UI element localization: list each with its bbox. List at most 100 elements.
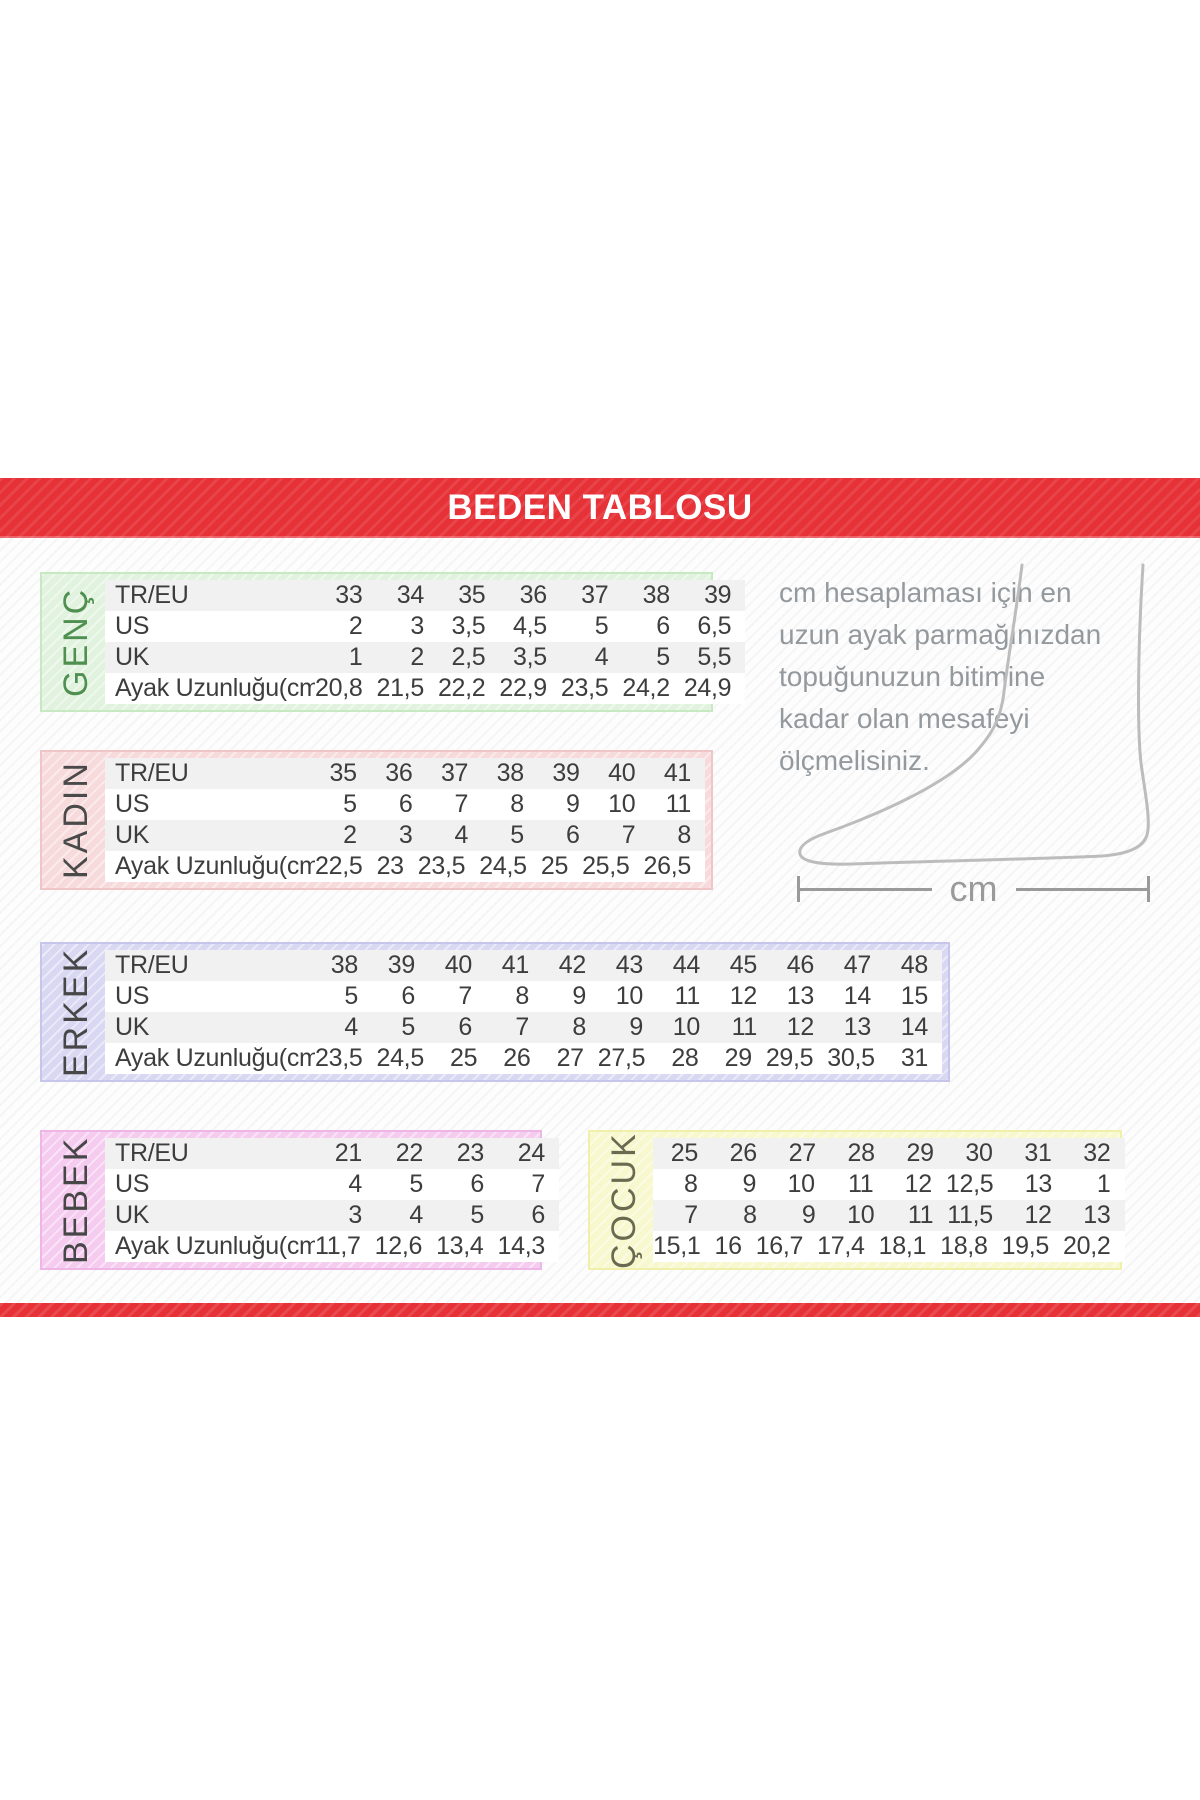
table-row: UK 3 4 5 6 xyxy=(105,1200,560,1231)
size-value-cell: 17,4 xyxy=(817,1232,865,1260)
row-label: UK xyxy=(115,821,150,849)
size-value-cell: 4,5 xyxy=(513,612,547,640)
size-value-cell: 44 xyxy=(672,951,701,979)
size-value-cell: 6 xyxy=(531,1201,545,1229)
size-value-cell: 9 xyxy=(801,1201,816,1229)
size-value-cell: 11 xyxy=(674,982,701,1010)
size-value-cell: 24,9 xyxy=(683,674,732,702)
size-value-cell: 6,5 xyxy=(697,612,732,640)
size-value-cell: 5 xyxy=(594,612,609,640)
size-value-cell: 12,6 xyxy=(374,1232,423,1260)
size-value-cell: 6 xyxy=(458,1013,472,1041)
size-value-cell: 4 xyxy=(344,1013,358,1041)
row-label: TR/EU xyxy=(115,581,189,609)
size-value-cell: 37 xyxy=(581,581,609,609)
size-value-cell: 5 xyxy=(344,982,358,1010)
size-value-cell: 40 xyxy=(608,759,636,787)
size-value-cell: 1 xyxy=(348,643,363,671)
page-title: BEDEN TABLOSU xyxy=(447,488,753,527)
size-value-cell: 16,7 xyxy=(755,1232,804,1260)
row-label: UK xyxy=(115,1013,150,1041)
table-row: TR/EU 35 36 37 38 39 40 41 xyxy=(105,758,705,789)
size-value-cell: 35 xyxy=(458,581,486,609)
size-value-cell: 7 xyxy=(458,982,472,1010)
row-label: Ayak Uzunluğu(cm) xyxy=(115,852,315,880)
size-value-cell: 10 xyxy=(615,982,644,1010)
row-label: Ayak Uzunluğu(cm) xyxy=(115,1044,315,1072)
size-value-cell: 32 xyxy=(1083,1139,1111,1167)
instruction-line: kadar olan mesafeyi xyxy=(779,703,1030,734)
size-value-cell: 47 xyxy=(843,951,872,979)
size-value-cell: 27 xyxy=(556,1044,585,1072)
size-value-cell: 28 xyxy=(671,1044,699,1072)
size-value-cell: 2,5 xyxy=(451,643,486,671)
size-value-cell: 38 xyxy=(642,581,671,609)
table-row: US 2 3 3,5 4,5 5 6 6,5 xyxy=(105,611,746,642)
size-value-cell: 10 xyxy=(608,790,636,818)
size-value-cell: 24,2 xyxy=(622,674,670,702)
row-label: TR/EU xyxy=(115,1139,189,1167)
size-value-cell: 45 xyxy=(729,951,758,979)
size-value-cell: 3 xyxy=(410,612,424,640)
size-value-cell: 30 xyxy=(965,1139,993,1167)
size-value-cell: 5 xyxy=(656,643,670,671)
foot-outline-illustration xyxy=(798,563,1150,866)
table-label-kadin: KADIN xyxy=(57,760,95,880)
table-row: US 4 5 6 7 xyxy=(105,1169,560,1200)
size-value-cell: 24,5 xyxy=(479,852,527,880)
size-value-cell: 18,8 xyxy=(940,1232,988,1260)
size-value-cell: 22,9 xyxy=(499,674,547,702)
size-value-cell: 5,5 xyxy=(697,643,732,671)
row-label: US xyxy=(115,1170,150,1198)
table-rows: 25 26 27 28 29 30 31 32 8 9 10 11 12 12,5 13 1 7 8 9 10 11 11… xyxy=(653,1138,1125,1262)
size-value-cell: 10 xyxy=(672,1013,701,1041)
size-value-cell: 8 xyxy=(683,1170,698,1198)
size-value-cell: 8 xyxy=(677,821,692,849)
size-value-cell: 26,5 xyxy=(643,852,692,880)
size-value-cell: 8 xyxy=(572,1013,586,1041)
size-value-cell: 11 xyxy=(665,790,692,818)
table-row: Ayak Uzunluğu(cm) 23,5 24,5 25 26 27 27,5 28 29 2… xyxy=(105,1043,942,1074)
size-value-cell: 24 xyxy=(517,1139,546,1167)
size-table-genc: GENÇ TR/EU 33 34 35 36 37 38 39 US 2 3 3,5 4,5 5 6 6,5 U… xyxy=(40,572,746,712)
cm-measure-line: cm xyxy=(797,871,1150,907)
instruction-line: uzun ayak parmağınızdan xyxy=(779,619,1102,650)
size-value-cell: 38 xyxy=(330,951,359,979)
row-label: TR/EU xyxy=(115,951,189,979)
header-band: BEDEN TABLOSU xyxy=(0,478,1200,538)
measure-line-segment xyxy=(1015,887,1147,891)
size-value-cell: 27,5 xyxy=(597,1044,646,1072)
row-label: US xyxy=(115,790,150,818)
size-value-cell: 6 xyxy=(398,790,413,818)
size-value-cell: 43 xyxy=(615,951,644,979)
size-value-cell: 16 xyxy=(714,1232,742,1260)
size-value-cell: 4 xyxy=(594,643,609,671)
size-value-cell: 23,5 xyxy=(315,1044,363,1072)
size-value-cell: 19,5 xyxy=(1001,1232,1050,1260)
size-value-cell: 12 xyxy=(1024,1201,1052,1229)
size-value-cell: 3,5 xyxy=(451,612,486,640)
size-value-cell: 42 xyxy=(558,951,587,979)
size-value-cell: 11 xyxy=(847,1170,874,1198)
size-value-cell: 8 xyxy=(515,982,529,1010)
size-value-cell: 36 xyxy=(519,581,548,609)
instruction-line: topuğunuzun bitimine xyxy=(779,661,1046,692)
size-value-cell: 36 xyxy=(385,759,413,787)
size-value-cell: 14 xyxy=(900,1013,929,1041)
table-row: TR/EU 33 34 35 36 37 38 39 xyxy=(105,580,746,611)
row-label: UK xyxy=(115,643,150,671)
size-value-cell: 6 xyxy=(656,612,670,640)
size-value-cell: 41 xyxy=(501,951,530,979)
table-row: 7 8 9 10 11 11,5 12 13 xyxy=(653,1200,1125,1231)
size-value-cell: 13 xyxy=(786,982,815,1010)
size-value-cell: 20,2 xyxy=(1063,1232,1111,1260)
size-value-cell: 13 xyxy=(843,1013,872,1041)
table-row: TR/EU 38 39 40 41 42 43 44 45 46 47 48 xyxy=(105,950,942,981)
size-value-cell: 8 xyxy=(510,790,524,818)
size-table-bebek: BEBEK TR/EU 21 22 23 24 US 4 5 6 7 UK 3 4 5 6 Ayak Uzun… xyxy=(40,1130,560,1270)
size-value-cell: 5 xyxy=(401,1013,415,1041)
table-row: US 5 6 7 8 9 10 11 12 13 14 15 xyxy=(105,981,942,1012)
size-value-cell: 4 xyxy=(409,1201,423,1229)
table-label-genc: GENÇ xyxy=(57,586,95,698)
size-value-cell: 12 xyxy=(786,1013,815,1041)
